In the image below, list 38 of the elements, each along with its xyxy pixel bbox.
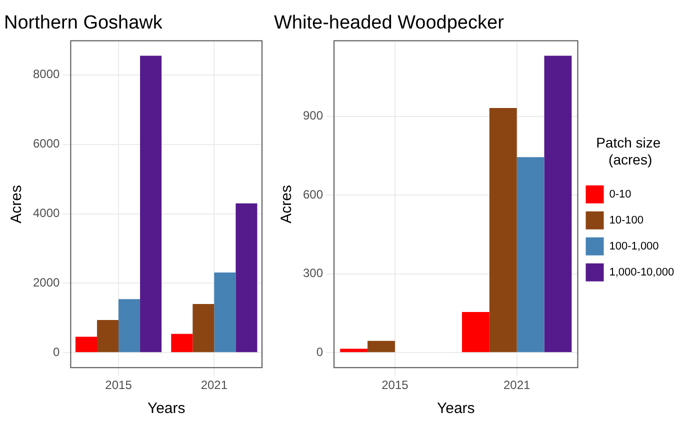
bar	[544, 56, 572, 352]
y-tick-label: 8000	[32, 67, 60, 82]
legend-title: Patch size (acres)	[596, 134, 661, 168]
y-tick-label: 900	[302, 108, 324, 123]
y-tick-label: 600	[302, 187, 324, 202]
chart-title: White-headed Woodpecker	[274, 12, 505, 34]
x-tick-label: 2015	[382, 378, 409, 392]
bar	[368, 340, 395, 352]
bar	[118, 299, 140, 352]
bar	[75, 336, 97, 352]
y-tick-label: 300	[302, 266, 324, 280]
bar	[97, 320, 119, 352]
x-axis-title: Years	[147, 400, 186, 418]
y-tick-label: 2000	[32, 276, 60, 290]
legend-label: 0-10	[609, 188, 632, 200]
chart-title: Northern Goshawk	[4, 12, 163, 34]
y-tick-label: 0	[53, 344, 60, 359]
bar	[171, 334, 193, 352]
bar	[489, 108, 517, 352]
y-tick-label: 4000	[32, 206, 60, 220]
y-tick-label: 6000	[32, 136, 60, 151]
bar	[192, 304, 214, 352]
legend-label: 100-1,000	[609, 240, 659, 252]
y-axis-title: Acres	[8, 185, 26, 224]
y-tick-label: 0	[316, 344, 324, 359]
y-axis-title: Acres	[278, 185, 296, 224]
bar	[140, 56, 162, 352]
bar	[214, 272, 236, 352]
x-axis-title: Years	[436, 400, 475, 418]
bar	[340, 348, 368, 352]
x-tick-label: 2021	[503, 378, 530, 392]
x-tick-label: 2021	[200, 378, 228, 392]
bar	[236, 203, 258, 352]
legend-label: 1,000-10,000	[609, 266, 674, 278]
bar	[516, 157, 544, 352]
legend-label: 10-100	[609, 214, 644, 226]
x-tick-label: 2015	[105, 378, 132, 392]
bar	[462, 312, 490, 352]
